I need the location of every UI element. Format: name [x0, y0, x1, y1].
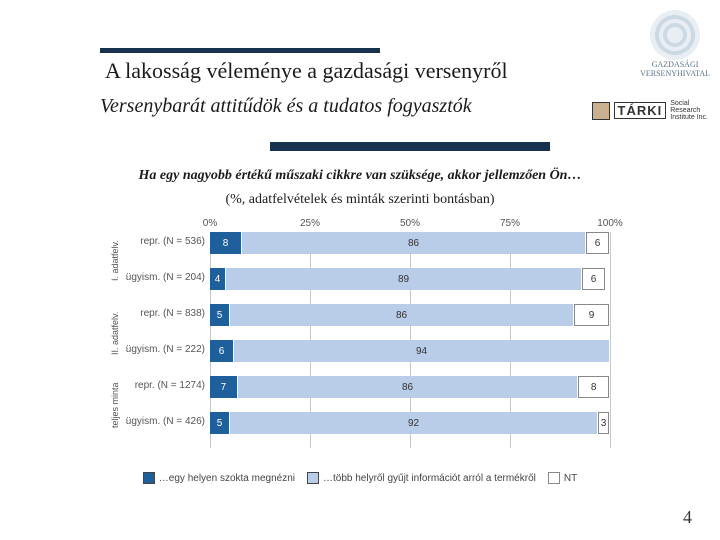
legend-label: NT — [564, 473, 577, 484]
x-axis: 0%25%50%75%100% — [210, 218, 610, 232]
bar-segment: 92 — [230, 412, 598, 434]
bar-segment: 7 — [210, 376, 238, 398]
chart-legend: …egy helyen szokta megnézni …több helyről… — [0, 472, 720, 487]
tarki-logo: TÁRKI Social Research Institute Inc. — [592, 100, 708, 121]
row-label: ügyism. (N = 222) — [113, 344, 205, 355]
bar-row: ügyism. (N = 222)694 — [210, 340, 610, 362]
gvh-logo: GAZDASÁGI VERSENYHIVATAL — [640, 10, 710, 78]
bar-segment: 6 — [582, 268, 606, 290]
bar-row: ügyism. (N = 426)5923 — [210, 412, 610, 434]
question-subtitle: (%, adatfelvételek és minták szerinti bo… — [0, 192, 720, 208]
stacked-bar: 4896 — [210, 268, 610, 290]
legend-label: …több helyről gyűjt információt arról a … — [323, 473, 536, 484]
stacked-bar: 8866 — [210, 232, 610, 254]
bar-segment: 89 — [226, 268, 582, 290]
page-number: 4 — [683, 507, 692, 528]
x-tick-label: 100% — [597, 218, 623, 229]
legend-item: …egy helyen szokta megnézni — [143, 472, 295, 484]
page-title: A lakosság véleménye a gazdasági verseny… — [105, 58, 508, 84]
bar-segment: 6 — [210, 340, 234, 362]
tarki-name: TÁRKI — [614, 102, 667, 119]
bar-segment: 4 — [210, 268, 226, 290]
tarki-sub: Social Research Institute Inc. — [670, 100, 708, 121]
legend-item: NT — [548, 472, 577, 484]
subtitle-accent-bar — [270, 142, 550, 151]
bar-segment: 8 — [210, 232, 242, 254]
bar-segment: 86 — [230, 304, 574, 326]
chart-plot-area: I. adatfelv.II. adatfelv.teljes mintarep… — [210, 232, 610, 448]
x-tick-label: 75% — [500, 218, 520, 229]
legend-swatch — [307, 472, 319, 484]
legend-swatch — [143, 472, 155, 484]
bar-segment: 5 — [210, 304, 230, 326]
bar-row: ügyism. (N = 204)4896 — [210, 268, 610, 290]
bar-segment: 8 — [578, 376, 610, 398]
stacked-bar: 7868 — [210, 376, 610, 398]
row-label: repr. (N = 536) — [113, 236, 205, 247]
row-label: repr. (N = 838) — [113, 308, 205, 319]
x-tick-label: 25% — [300, 218, 320, 229]
stacked-bar: 5869 — [210, 304, 610, 326]
bar-row: repr. (N = 1274)7868 — [210, 376, 610, 398]
row-label: ügyism. (N = 204) — [113, 272, 205, 283]
x-tick-label: 0% — [203, 218, 217, 229]
bar-segment: 9 — [574, 304, 610, 326]
row-label: ügyism. (N = 426) — [113, 416, 205, 427]
page-subtitle: Versenybarát attitűdök és a tudatos fogy… — [100, 95, 472, 118]
bar-segment: 86 — [238, 376, 579, 398]
question-title: Ha egy nagyobb értékű műszaki cikkre van… — [0, 168, 720, 184]
bar-segment: 3 — [598, 412, 610, 434]
bar-row: repr. (N = 536)8866 — [210, 232, 610, 254]
bar-row: repr. (N = 838)5869 — [210, 304, 610, 326]
tarki-box-icon — [592, 102, 610, 120]
bar-segment: 6 — [586, 232, 610, 254]
bar-segment: 5 — [210, 412, 230, 434]
gridline — [610, 232, 611, 448]
bar-segment: 86 — [242, 232, 586, 254]
spiral-icon — [650, 10, 700, 60]
x-tick-label: 50% — [400, 218, 420, 229]
gvh-label-2: VERSENYHIVATAL — [640, 69, 710, 78]
row-label: repr. (N = 1274) — [113, 380, 205, 391]
stacked-bar: 5923 — [210, 412, 610, 434]
gvh-label-1: GAZDASÁGI — [640, 60, 710, 69]
header-accent-bar — [100, 48, 380, 53]
bar-segment: 94 — [234, 340, 610, 362]
legend-swatch — [548, 472, 560, 484]
stacked-bar-chart: 0%25%50%75%100% I. adatfelv.II. adatfelv… — [110, 218, 610, 448]
legend-label: …egy helyen szokta megnézni — [159, 473, 295, 484]
legend-item: …több helyről gyűjt információt arról a … — [307, 472, 536, 484]
stacked-bar: 694 — [210, 340, 610, 362]
